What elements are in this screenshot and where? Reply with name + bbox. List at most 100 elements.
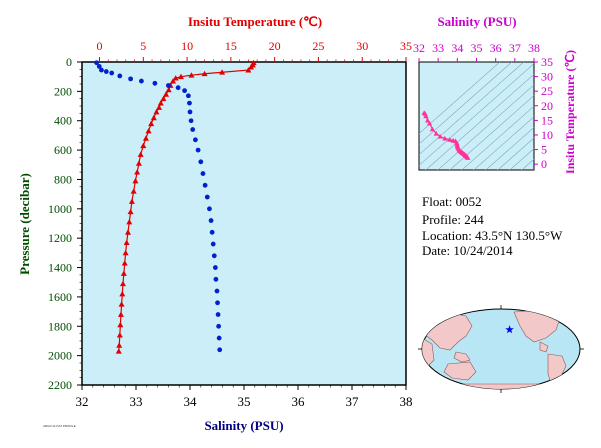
- isopycnal-line: [419, 63, 534, 166]
- salinity-point: [195, 147, 201, 153]
- salinity-point: [187, 100, 192, 106]
- ts-temperature-tick-label: 35: [541, 55, 553, 69]
- top-axis-title: Insitu Temperature (℃): [188, 14, 322, 29]
- temperature-point: [172, 75, 179, 81]
- temperature-point: [124, 229, 131, 235]
- salinity-point: [200, 171, 206, 176]
- salinity-point: [216, 335, 222, 341]
- salinity-point: [94, 60, 99, 66]
- isopycnal-line: [437, 84, 534, 170]
- isopycnal-line: [497, 137, 534, 170]
- temperature-point: [115, 348, 122, 354]
- isopycnal-line: [575, 61, 601, 176]
- pressure-tick-label: 2000: [48, 349, 72, 363]
- temperature-point: [153, 108, 160, 115]
- isopycnal-line: [521, 158, 534, 170]
- salinity-point: [182, 88, 188, 94]
- salinity-tick-label: 37: [346, 394, 360, 409]
- temperature-point: [157, 100, 164, 106]
- salinity-axis: 32 33 34 35 36 37 38: [76, 385, 413, 409]
- temperature-point: [140, 142, 147, 149]
- temperature-point: [148, 120, 155, 127]
- salinity-tick-label: 34: [184, 394, 198, 409]
- pressure-tick-label: 800: [54, 172, 72, 186]
- isopycnal-line: [419, 62, 501, 134]
- temperature-tick-label: 35: [400, 39, 412, 53]
- temperature-point: [118, 301, 125, 307]
- temperature-point: [130, 188, 137, 194]
- salinity-point: [210, 241, 216, 247]
- temperature-point: [132, 177, 139, 184]
- bottom-axis-title: Salinity (PSU): [204, 418, 283, 433]
- salinity-point: [202, 182, 208, 188]
- pressure-tick-label: 1200: [48, 231, 72, 245]
- temperature-tick-label: 20: [269, 39, 281, 53]
- isopycnal-line: [449, 95, 534, 170]
- salinity-point: [214, 288, 220, 294]
- ts-point: [433, 130, 439, 136]
- pressure-tick-label: 1600: [48, 290, 72, 304]
- salinity-point: [139, 78, 144, 84]
- salinity-tick-label: 35: [238, 394, 251, 409]
- ts-plot-area: [418, 61, 535, 171]
- temperature-point: [170, 78, 177, 84]
- ts-top-axis-title: Salinity (PSU): [437, 14, 516, 29]
- salinity-point: [188, 118, 194, 124]
- ts-point: [429, 126, 436, 132]
- float-location-star: [505, 325, 514, 334]
- ts-salinity-tick-label: 37: [509, 41, 521, 55]
- location-text: Location: 43.5°N 130.5°W: [422, 228, 563, 243]
- isopycnal-line: [419, 62, 513, 145]
- pressure-tick-label: 0: [66, 55, 72, 69]
- ts-salinity-tick-label: 35: [471, 41, 483, 55]
- pressure-tick-label: 600: [54, 143, 72, 157]
- salinity-tick-label: 33: [130, 394, 143, 409]
- pressure-tick-label: 400: [54, 114, 72, 128]
- temperature-axis: 0 5 10 15 20 25 30 35: [97, 39, 412, 62]
- pressure-axis: 0 200 400 600 800 1000 1200 1400 1600 1800 2000 220…: [48, 55, 82, 392]
- isopycnal-line: [485, 126, 534, 170]
- temperature-point: [137, 151, 144, 157]
- salinity-point: [166, 83, 171, 88]
- temperature-point: [116, 332, 123, 338]
- salinity-point: [213, 276, 219, 282]
- isopycnal-line: [419, 62, 525, 156]
- footer-caption: ARGO FLOAT PROFILE: [43, 424, 76, 428]
- ts-temperature-tick-label: 30: [541, 70, 553, 84]
- temperature-point: [163, 91, 170, 97]
- ts-temperature-tick-label: 25: [541, 84, 553, 98]
- salinity-point: [117, 73, 123, 79]
- temperature-point: [128, 198, 135, 204]
- salinity-point: [190, 127, 196, 132]
- ts-point: [423, 113, 429, 119]
- isopycnal-lines: [419, 61, 601, 176]
- salinity-point: [175, 85, 181, 91]
- pressure-tick-label: 1400: [48, 261, 72, 275]
- salinity-point: [204, 194, 210, 200]
- profile-plot-area: [81, 61, 407, 386]
- ts-temperature-tick-label: 5: [541, 143, 547, 157]
- temperature-point: [150, 114, 157, 121]
- salinity-point: [128, 76, 134, 82]
- ts-temperature-tick-label: 15: [541, 113, 553, 127]
- temperature-point: [177, 73, 184, 80]
- isopycnal-line: [425, 73, 534, 170]
- ts-point: [425, 117, 431, 123]
- temperature-point: [134, 169, 141, 175]
- salinity-point: [216, 323, 222, 329]
- temperature-point: [165, 86, 172, 93]
- salinity-point: [103, 69, 109, 74]
- world-map: [418, 305, 584, 393]
- temperature-point: [119, 290, 126, 297]
- temperature-point: [201, 70, 208, 77]
- ts-point: [426, 120, 433, 126]
- isopycnal-line: [473, 116, 534, 170]
- profile-chart: 0 5 10 15 20 25 30 35 32 33 34 35 36 37 38 0 200 400 600…: [17, 14, 413, 433]
- temperature-point: [116, 342, 123, 348]
- salinity-point: [185, 93, 191, 99]
- temperature-point: [248, 64, 255, 70]
- salinity-point: [209, 229, 215, 235]
- temperature-point: [117, 321, 124, 328]
